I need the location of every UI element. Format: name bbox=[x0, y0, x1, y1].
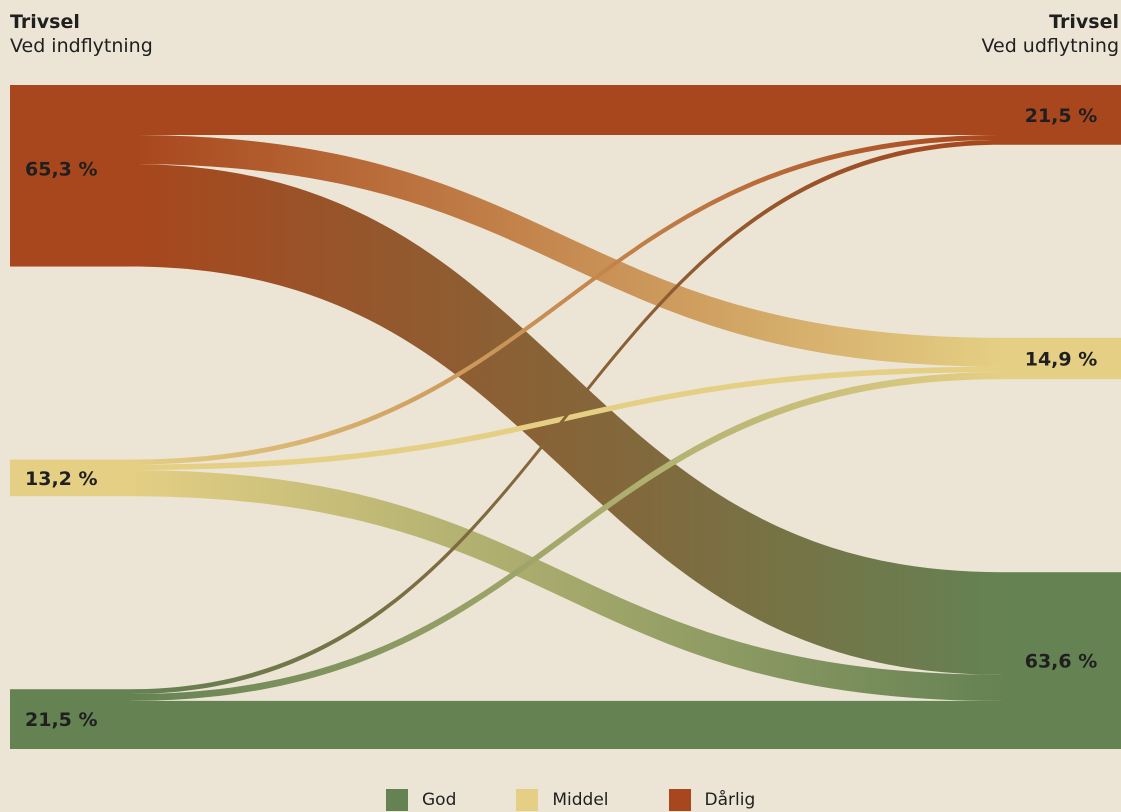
right-node-label-darlig: 21,5 % bbox=[1025, 105, 1098, 127]
left-column-header: Trivsel Ved indflytning bbox=[10, 10, 153, 59]
right-node-darlig bbox=[1001, 85, 1121, 145]
nodes-layer bbox=[10, 85, 1121, 749]
left-node-darlig bbox=[10, 85, 130, 267]
left-node-middel bbox=[10, 459, 130, 497]
flow-darlig-to-darlig bbox=[130, 85, 1001, 136]
legend-label-god: God bbox=[422, 790, 457, 810]
flow-god-to-middel bbox=[130, 372, 1001, 701]
right-column-header: Trivsel Ved udflytning bbox=[982, 10, 1120, 59]
left-node-label-god: 21,5 % bbox=[25, 709, 98, 731]
right-node-god bbox=[1001, 572, 1121, 749]
legend-swatch-middel bbox=[516, 789, 539, 811]
flow-god-to-god bbox=[130, 700, 1001, 749]
legend-item-middel: Middel bbox=[516, 789, 609, 811]
right-node-label-god: 63,6 % bbox=[1025, 651, 1098, 673]
right-header-subtitle: Ved udflytning bbox=[981, 35, 1120, 57]
right-node-middel bbox=[1001, 337, 1121, 380]
flow-darlig-to-middel bbox=[130, 135, 1001, 367]
legend-swatch-god bbox=[386, 789, 408, 811]
legend-label-darlig: Dårlig bbox=[704, 790, 756, 810]
right-header-title: Trivsel bbox=[1049, 11, 1119, 33]
left-node-god bbox=[10, 689, 130, 749]
left-node-label-darlig: 65,3 % bbox=[25, 159, 98, 181]
legend-label-middel: Middel bbox=[552, 790, 609, 810]
labels-layer: 65,3 % 13,2 % 21,5 % 21,5 % 14,9 % 63,6 % bbox=[25, 105, 1097, 731]
flows-layer bbox=[130, 85, 1001, 749]
legend: God Middel Dårlig bbox=[386, 789, 755, 811]
legend-item-god: God bbox=[386, 789, 456, 811]
left-node-label-middel: 13,2 % bbox=[25, 468, 98, 490]
flow-middel-to-god bbox=[130, 470, 1001, 701]
legend-swatch-darlig bbox=[668, 789, 691, 811]
left-header-subtitle: Ved indflytning bbox=[10, 35, 153, 57]
left-header-title: Trivsel bbox=[10, 11, 80, 33]
right-node-label-middel: 14,9 % bbox=[1025, 348, 1098, 370]
sankey-chart: 65,3 % 13,2 % 21,5 % 21,5 % 14,9 % 63,6 % bbox=[10, 85, 1121, 749]
legend-item-darlig: Dårlig bbox=[668, 789, 756, 811]
flow-god-to-darlig bbox=[130, 140, 1001, 694]
flow-middel-to-darlig bbox=[130, 135, 1001, 465]
